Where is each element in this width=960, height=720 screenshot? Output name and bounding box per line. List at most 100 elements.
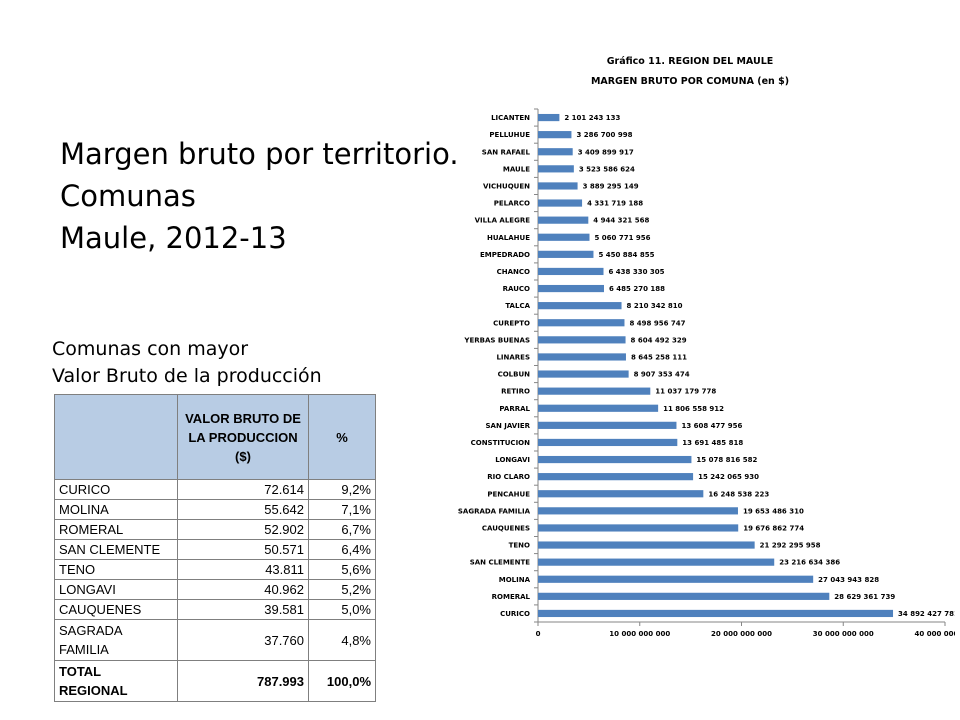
category-label: PARRAL <box>499 405 530 413</box>
bar <box>538 182 578 190</box>
data-label: 8 498 956 747 <box>629 319 685 327</box>
bar <box>538 421 677 429</box>
category-label: LICANTEN <box>491 114 530 122</box>
data-label: 13 608 477 956 <box>681 422 742 430</box>
category-label: EMPEDRADO <box>480 251 530 259</box>
bar <box>538 233 590 241</box>
data-label: 13 691 485 818 <box>682 439 743 447</box>
data-label: 19 676 862 774 <box>743 524 804 532</box>
bar <box>538 575 814 583</box>
row-pct: 9,2% <box>308 479 376 500</box>
x-tick-label: 30 000 000 000 <box>813 630 874 638</box>
bar <box>538 353 626 361</box>
category-label: SAGRADA FAMILIA <box>458 507 531 515</box>
data-label: 4 944 321 568 <box>593 217 649 225</box>
total-pct: 100,0% <box>308 660 376 702</box>
bar <box>538 558 775 566</box>
bar <box>538 541 755 549</box>
data-label: 34 892 427 781 <box>898 610 955 618</box>
row-value: 39.581 <box>177 599 309 620</box>
bar <box>538 387 651 395</box>
bar <box>538 199 583 207</box>
category-label: CHANCO <box>497 268 530 276</box>
category-label: HUALAHUE <box>487 234 530 242</box>
row-pct: 5,2% <box>308 579 376 600</box>
data-label: 8 645 258 111 <box>631 353 687 361</box>
row-pct: 6,4% <box>308 539 376 560</box>
category-label: MAULE <box>503 165 530 173</box>
category-label: SAN RAFAEL <box>482 148 531 156</box>
bar <box>538 438 678 447</box>
top-comunas-table: VALOR BRUTO DE LA PRODUCCION ($) % CURIC… <box>54 394 376 702</box>
row-pct: 4,8% <box>308 619 376 661</box>
bar <box>538 216 589 224</box>
bar <box>538 404 659 412</box>
row-name: LONGAVI <box>54 579 178 600</box>
table-header-value: VALOR BRUTO DE LA PRODUCCION ($) <box>177 394 309 480</box>
bar <box>538 113 560 122</box>
category-label: VICHUQUEN <box>483 182 530 190</box>
data-label: 3 889 295 149 <box>583 182 639 190</box>
table-title-line2: Valor Bruto de la producción <box>52 365 322 387</box>
table-row: LONGAVI 40.962 5,2% <box>54 579 376 600</box>
row-name: ROMERAL <box>54 519 178 540</box>
bar <box>538 490 704 498</box>
bar <box>538 592 830 600</box>
total-name: TOTAL REGIONAL <box>54 660 178 702</box>
category-label: LINARES <box>496 353 530 361</box>
table-row: TENO 43.811 5,6% <box>54 559 376 580</box>
table-header-name <box>54 394 178 480</box>
data-label: 28 629 361 739 <box>834 593 895 601</box>
bar <box>538 131 572 139</box>
data-label: 23 216 634 386 <box>779 559 840 567</box>
bar <box>538 370 629 378</box>
category-label: TENO <box>509 542 530 550</box>
bar <box>538 524 739 532</box>
category-label: VILLA ALEGRE <box>475 217 531 225</box>
row-name: SAN CLEMENTE <box>54 539 178 560</box>
bar <box>538 507 738 515</box>
row-pct: 7,1% <box>308 499 376 520</box>
category-label: PELLUHUE <box>489 131 530 139</box>
category-label: CUREPTO <box>493 319 530 327</box>
category-label: MOLINA <box>499 576 531 584</box>
data-label: 6 438 330 305 <box>609 268 665 276</box>
category-label: COLBUN <box>498 371 531 379</box>
bar <box>538 250 594 258</box>
row-pct: 6,7% <box>308 519 376 540</box>
data-label: 4 331 719 188 <box>587 200 643 208</box>
margen-bruto-bar-chart: Gráfico 11. REGION DEL MAULE MARGEN BRUT… <box>458 56 955 638</box>
row-value: 43.811 <box>177 559 309 580</box>
bar <box>538 165 574 173</box>
bar <box>538 455 692 464</box>
data-label: 19 653 486 310 <box>743 507 804 515</box>
data-label: 6 485 270 188 <box>609 285 665 293</box>
category-label: ROMERAL <box>492 593 531 601</box>
row-name: CAUQUENES <box>54 599 178 620</box>
data-label: 3 523 586 624 <box>579 165 635 173</box>
table-row: SAGRADA FAMILIA 37.760 4,8% <box>54 619 376 661</box>
page-title-line2: Comunas <box>60 179 196 213</box>
row-value: 72.614 <box>177 479 309 500</box>
bar <box>538 284 604 293</box>
bar <box>538 319 625 327</box>
data-label: 5 060 771 956 <box>594 234 650 242</box>
x-tick-label: 0 <box>536 630 541 638</box>
data-label: 11 037 179 778 <box>655 388 716 396</box>
category-label: CURICO <box>500 610 530 618</box>
bar <box>538 609 894 618</box>
chart-plot-area: 0 10 000 000 000 20 000 000 000 30 000 000 … <box>458 108 955 638</box>
total-value: 787.993 <box>177 660 309 702</box>
row-value: 50.571 <box>177 539 309 560</box>
data-label: 5 450 884 855 <box>598 251 654 259</box>
category-label: LONGAVI <box>495 456 530 464</box>
category-label: PELARCO <box>494 200 530 208</box>
table-row: CAUQUENES 39.581 5,0% <box>54 599 376 620</box>
category-label: TALCA <box>505 302 530 310</box>
data-label: 15 078 816 582 <box>696 456 757 464</box>
category-label: YERBAS BUENAS <box>463 336 530 344</box>
x-tick-label: 40 000 000 000 <box>915 630 955 638</box>
table-title: Comunas con mayor Valor Bruto de la prod… <box>52 336 322 390</box>
page-title: Margen bruto por territorio. Comunas Mau… <box>60 133 459 259</box>
row-name: TENO <box>54 559 178 580</box>
